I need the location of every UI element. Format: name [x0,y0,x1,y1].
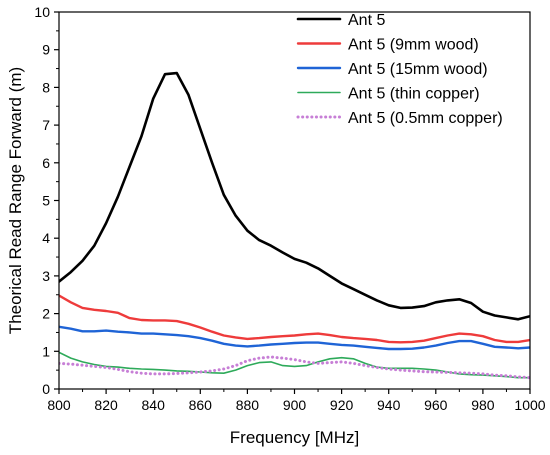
x-tick-label: 800 [47,397,71,413]
y-axis-title: Theorical Read Range Forward (m) [6,67,25,334]
x-tick-label: 1000 [514,397,545,413]
x-axis-title: Frequency [MHz] [230,428,359,447]
x-tick-label: 900 [283,397,307,413]
y-tick-label: 8 [42,79,50,95]
x-tick-label: 980 [471,397,495,413]
x-tick-label: 860 [189,397,213,413]
y-tick-label: 5 [42,193,50,209]
legend-label-2: Ant 5 (9mm wood) [348,37,479,54]
x-tick-label: 940 [377,397,401,413]
x-tick-label: 960 [424,397,448,413]
legend-label-5: Ant 5 (0.5mm copper) [348,110,503,127]
x-tick-label: 920 [330,397,354,413]
series-line-5 [59,355,530,380]
legend: Ant 5 Ant 5 (9mm wood) Ant 5 (15mm wood) An… [296,12,503,127]
y-tick-label: 10 [34,4,50,20]
y-tick-label: 1 [42,343,50,359]
ticks: 800 820 840 860 880 900 920 940 960 980 1000 0 1 2 3 4 5… [34,4,545,413]
legend-label-1: Ant 5 [348,12,385,29]
x-tick-label: 840 [142,397,166,413]
legend-label-4: Ant 5 (thin copper) [348,86,480,103]
legend-label-3: Ant 5 (15mm wood) [348,61,488,78]
plot-lines [59,71,530,380]
y-tick-label: 4 [42,230,50,246]
y-tick-label: 2 [42,306,50,322]
series-line-2 [59,294,530,344]
series-line-1 [59,71,530,321]
y-tick-label: 3 [42,268,50,284]
y-tick-label: 6 [42,155,50,171]
x-tick-label: 880 [236,397,260,413]
x-tick-label: 820 [94,397,118,413]
y-tick-label: 7 [42,117,50,133]
series-line-3 [59,325,530,351]
y-tick-label: 9 [42,42,50,58]
y-tick-label: 0 [42,381,50,397]
